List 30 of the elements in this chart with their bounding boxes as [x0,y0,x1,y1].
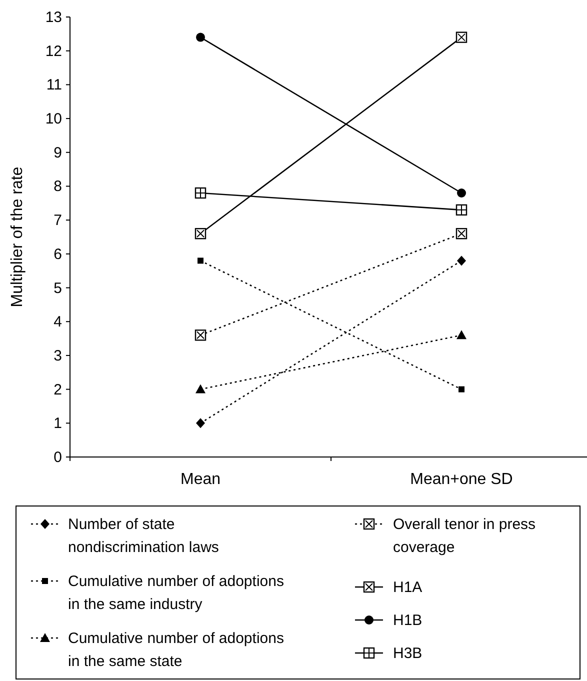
legend-label: Cumulative number of adoptions in the same industry [68,573,284,613]
y-tick-label: 13 [45,9,62,26]
point [196,418,205,428]
y-tick-label: 8 [54,178,62,196]
point [457,188,466,198]
legend-label: Number of state nondiscrimination laws [68,516,219,556]
y-tick-label: 0 [54,449,62,466]
y-tick-label: 9 [54,144,62,162]
y-tick-label: 4 [54,314,62,331]
y-tick-label: 5 [54,280,62,297]
y-tick-label: 2 [54,381,62,398]
y-tick-label: 12 [45,42,62,60]
y-tick-label: 6 [54,246,62,263]
y-tick-label: 7 [54,212,62,230]
legend-label: H1A [393,579,422,596]
x-tick-label: Mean [180,471,221,488]
point [196,32,205,42]
y-tick-label: 11 [46,76,62,94]
y-tick-label: 3 [54,347,62,364]
legend-label: H3B [393,645,422,662]
y-tick-label: 1 [54,415,62,432]
point [458,386,464,392]
x-tick-label: Mean+one SD [410,471,513,488]
y-axis-title: Multiplier of the rate [9,166,26,308]
legend-label: Overall tenor in press coverage [393,516,536,556]
legend-label: H1B [393,612,422,629]
point [198,258,204,264]
y-tick-label: 10 [45,110,62,128]
point [457,256,466,266]
legend-label: Cumulative number of adoptions in the same state [68,630,284,670]
